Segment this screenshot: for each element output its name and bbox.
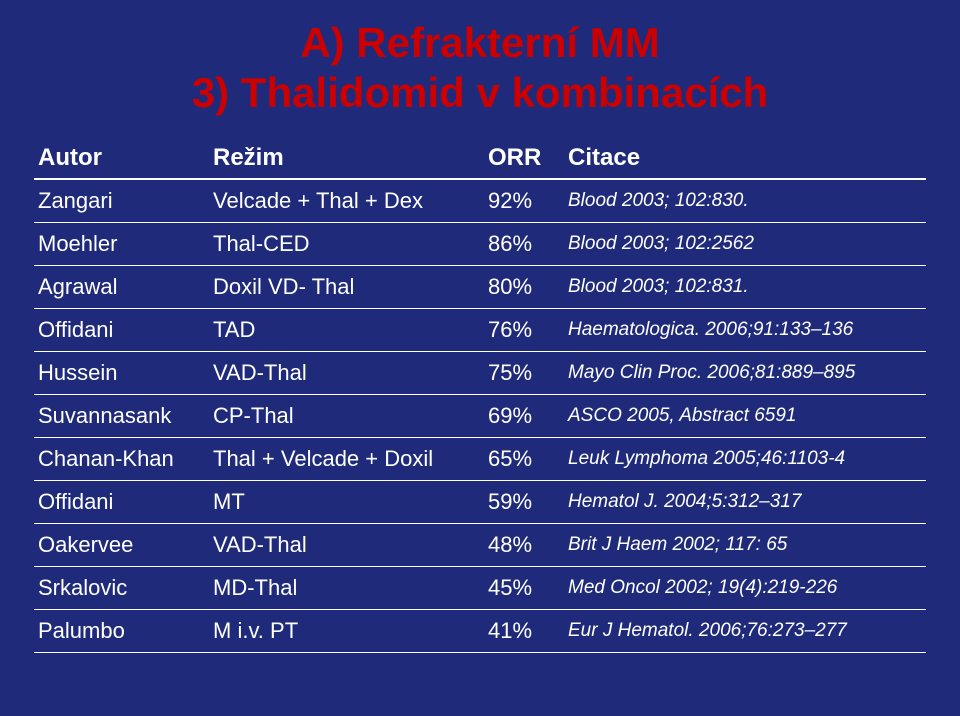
cell-orr: 65% xyxy=(484,437,564,480)
cell-orr: 45% xyxy=(484,566,564,609)
cell-orr: 80% xyxy=(484,265,564,308)
table-row: PalumboM i.v. PT41%Eur J Hematol. 2006;7… xyxy=(34,609,926,652)
cell-cite: Eur J Hematol. 2006;76:273–277 xyxy=(564,609,926,652)
table-row: HusseinVAD-Thal75%Mayo Clin Proc. 2006;8… xyxy=(34,351,926,394)
cell-author: Offidani xyxy=(34,308,209,351)
cell-author: Palumbo xyxy=(34,609,209,652)
cell-author: Suvannasank xyxy=(34,394,209,437)
title-line-2: 3) Thalidomid v kombinacích xyxy=(74,70,886,116)
cell-author: Zangari xyxy=(34,179,209,222)
cell-cite: ASCO 2005, Abstract 6591 xyxy=(564,394,926,437)
col-header-orr: ORR xyxy=(484,144,564,179)
cell-orr: 41% xyxy=(484,609,564,652)
table-row: OffidaniMT59%Hematol J. 2004;5:312–317 xyxy=(34,480,926,523)
cell-author: Hussein xyxy=(34,351,209,394)
cell-cite: Med Oncol 2002; 19(4):219-226 xyxy=(564,566,926,609)
cell-author: Chanan-Khan xyxy=(34,437,209,480)
cell-cite: Hematol J. 2004;5:312–317 xyxy=(564,480,926,523)
cell-cite: Blood 2003; 102:830. xyxy=(564,179,926,222)
table-row: Chanan-KhanThal + Velcade + Doxil65%Leuk… xyxy=(34,437,926,480)
cell-regimen: Thal-CED xyxy=(209,222,484,265)
cell-cite: Leuk Lymphoma 2005;46:1103-4 xyxy=(564,437,926,480)
cell-orr: 59% xyxy=(484,480,564,523)
cell-regimen: MT xyxy=(209,480,484,523)
cell-cite: Haematologica. 2006;91:133–136 xyxy=(564,308,926,351)
table-row: AgrawalDoxil VD- Thal80%Blood 2003; 102:… xyxy=(34,265,926,308)
table-body: ZangariVelcade + Thal + Dex92%Blood 2003… xyxy=(34,179,926,652)
table-row: MoehlerThal-CED86%Blood 2003; 102:2562 xyxy=(34,222,926,265)
slide-title: A) Refrakterní MM 3) Thalidomid v kombin… xyxy=(34,20,926,116)
cell-orr: 76% xyxy=(484,308,564,351)
cell-regimen: VAD-Thal xyxy=(209,351,484,394)
cell-regimen: TAD xyxy=(209,308,484,351)
cell-regimen: Velcade + Thal + Dex xyxy=(209,179,484,222)
cell-orr: 75% xyxy=(484,351,564,394)
col-header-author: Autor xyxy=(34,144,209,179)
cell-cite: Mayo Clin Proc. 2006;81:889–895 xyxy=(564,351,926,394)
cell-author: Agrawal xyxy=(34,265,209,308)
data-table: Autor Režim ORR Citace ZangariVelcade + … xyxy=(34,144,926,653)
title-line-1: A) Refrakterní MM xyxy=(74,20,886,66)
col-header-cite: Citace xyxy=(564,144,926,179)
cell-author: Srkalovic xyxy=(34,566,209,609)
cell-orr: 69% xyxy=(484,394,564,437)
table-row: OffidaniTAD76%Haematologica. 2006;91:133… xyxy=(34,308,926,351)
cell-author: Moehler xyxy=(34,222,209,265)
slide: A) Refrakterní MM 3) Thalidomid v kombin… xyxy=(0,0,960,716)
cell-orr: 86% xyxy=(484,222,564,265)
cell-regimen: M i.v. PT xyxy=(209,609,484,652)
cell-author: Oakervee xyxy=(34,523,209,566)
cell-regimen: MD-Thal xyxy=(209,566,484,609)
cell-author: Offidani xyxy=(34,480,209,523)
cell-orr: 48% xyxy=(484,523,564,566)
cell-cite: Blood 2003; 102:831. xyxy=(564,265,926,308)
table-row: OakerveeVAD-Thal48%Brit J Haem 2002; 117… xyxy=(34,523,926,566)
cell-cite: Brit J Haem 2002; 117: 65 xyxy=(564,523,926,566)
col-header-regimen: Režim xyxy=(209,144,484,179)
table-header-row: Autor Režim ORR Citace xyxy=(34,144,926,179)
cell-orr: 92% xyxy=(484,179,564,222)
cell-regimen: Doxil VD- Thal xyxy=(209,265,484,308)
cell-cite: Blood 2003; 102:2562 xyxy=(564,222,926,265)
table-row: ZangariVelcade + Thal + Dex92%Blood 2003… xyxy=(34,179,926,222)
cell-regimen: Thal + Velcade + Doxil xyxy=(209,437,484,480)
cell-regimen: CP-Thal xyxy=(209,394,484,437)
cell-regimen: VAD-Thal xyxy=(209,523,484,566)
table-row: SuvannasankCP-Thal69%ASCO 2005, Abstract… xyxy=(34,394,926,437)
table-row: SrkalovicMD-Thal45%Med Oncol 2002; 19(4)… xyxy=(34,566,926,609)
